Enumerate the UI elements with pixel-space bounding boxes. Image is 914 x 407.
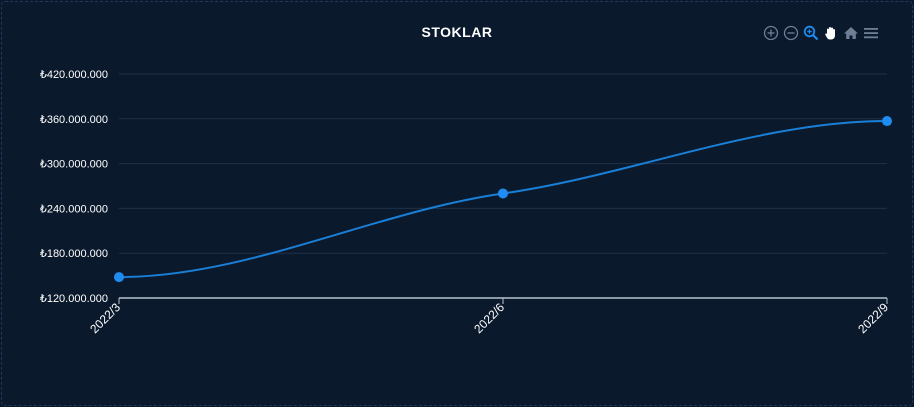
y-tick-label: ₺360.000.000 — [40, 114, 108, 126]
home-reset-icon[interactable] — [842, 24, 860, 42]
x-axis-labels: 2022/3 2022/6 2022/9 — [87, 298, 891, 336]
data-point[interactable] — [882, 116, 892, 127]
y-tick-label: ₺240.000.000 — [40, 203, 108, 215]
series-markers — [114, 116, 892, 283]
selection-zoom-icon[interactable] — [802, 24, 820, 42]
pan-hand-icon[interactable] — [822, 24, 840, 42]
chart-title: STOKLAR — [421, 24, 493, 40]
x-tick-label: 2022/6 — [471, 300, 507, 336]
y-tick-label: ₺300.000.000 — [40, 159, 108, 171]
x-tick-label: 2022/3 — [87, 300, 123, 336]
chart-toolbar — [762, 24, 880, 42]
menu-icon[interactable] — [862, 24, 880, 42]
grid-lines — [119, 73, 887, 254]
zoom-out-icon[interactable] — [782, 24, 800, 42]
zoom-in-icon[interactable] — [762, 24, 780, 42]
y-tick-label: ₺420.000.000 — [40, 69, 108, 81]
y-tick-label: ₺120.000.000 — [40, 293, 108, 305]
y-tick-label: ₺180.000.000 — [40, 248, 108, 260]
x-tick-label: 2022/9 — [855, 300, 891, 336]
data-point[interactable] — [114, 272, 124, 283]
data-point[interactable] — [498, 188, 508, 199]
y-axis-labels: ₺120.000.000 ₺180.000.000 ₺240.000.000 ₺300… — [40, 69, 108, 305]
